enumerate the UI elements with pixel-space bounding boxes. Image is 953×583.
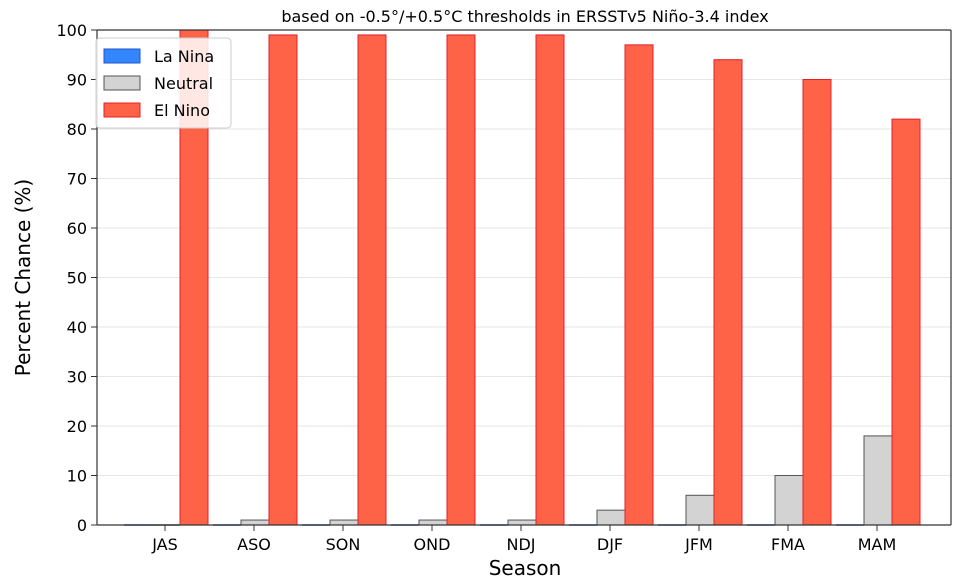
- bar-neutral-djf: [597, 510, 625, 525]
- bar-neutral-ond: [419, 520, 447, 525]
- x-tick-label: MAM: [858, 535, 897, 554]
- x-tick-label: DJF: [597, 535, 623, 554]
- chart-title: based on -0.5°/+0.5°C thresholds in ERSS…: [281, 7, 768, 26]
- y-tick-label: 40: [67, 318, 87, 337]
- x-tick-label: NDJ: [506, 535, 535, 554]
- legend: La Nina Neutral El Nino: [96, 38, 231, 128]
- legend-swatch-el-nino: [104, 103, 140, 117]
- bar-neutral-jfm: [686, 495, 714, 525]
- bar-el-nino-ond: [447, 35, 475, 525]
- bar-neutral-son: [330, 520, 358, 525]
- x-tick-label: OND: [414, 535, 451, 554]
- x-tick-label: FMA: [771, 535, 805, 554]
- bar-neutral-aso: [241, 520, 269, 525]
- y-tick-label: 50: [67, 269, 87, 288]
- x-tick-label: JFM: [684, 535, 713, 554]
- bar-el-nino-jfm: [714, 60, 742, 525]
- bar-el-nino-aso: [269, 35, 297, 525]
- x-tick-label: SON: [326, 535, 361, 554]
- bar-neutral-fma: [775, 476, 803, 526]
- bar-el-nino-ndj: [536, 35, 564, 525]
- x-axis-label: Season: [489, 556, 562, 578]
- x-tick-label: ASO: [237, 535, 271, 554]
- bar-neutral-ndj: [508, 520, 536, 525]
- bar-el-nino-mam: [892, 119, 920, 525]
- y-axis-label: Percent Chance (%): [11, 179, 35, 376]
- bar-el-nino-djf: [625, 45, 653, 525]
- bar-neutral-mam: [864, 436, 892, 525]
- bar-el-nino-fma: [803, 80, 831, 526]
- legend-label: Neutral: [154, 74, 213, 93]
- bar-el-nino-son: [358, 35, 386, 525]
- legend-swatch-neutral: [104, 76, 140, 90]
- y-tick-label: 90: [67, 71, 87, 90]
- y-tick-label: 10: [67, 467, 87, 486]
- x-tick-label: JAS: [151, 535, 178, 554]
- y-tick-label: 20: [67, 417, 87, 436]
- legend-label: La Nina: [154, 47, 214, 66]
- legend-label: El Nino: [154, 101, 210, 120]
- y-tick-label: 80: [67, 120, 87, 139]
- y-tick-label: 70: [67, 170, 87, 189]
- y-tick-label: 30: [67, 368, 87, 387]
- y-tick-label: 60: [67, 219, 87, 238]
- legend-swatch-la-nina: [104, 49, 140, 63]
- y-tick-label: 100: [56, 21, 87, 40]
- y-tick-label: 0: [77, 516, 87, 535]
